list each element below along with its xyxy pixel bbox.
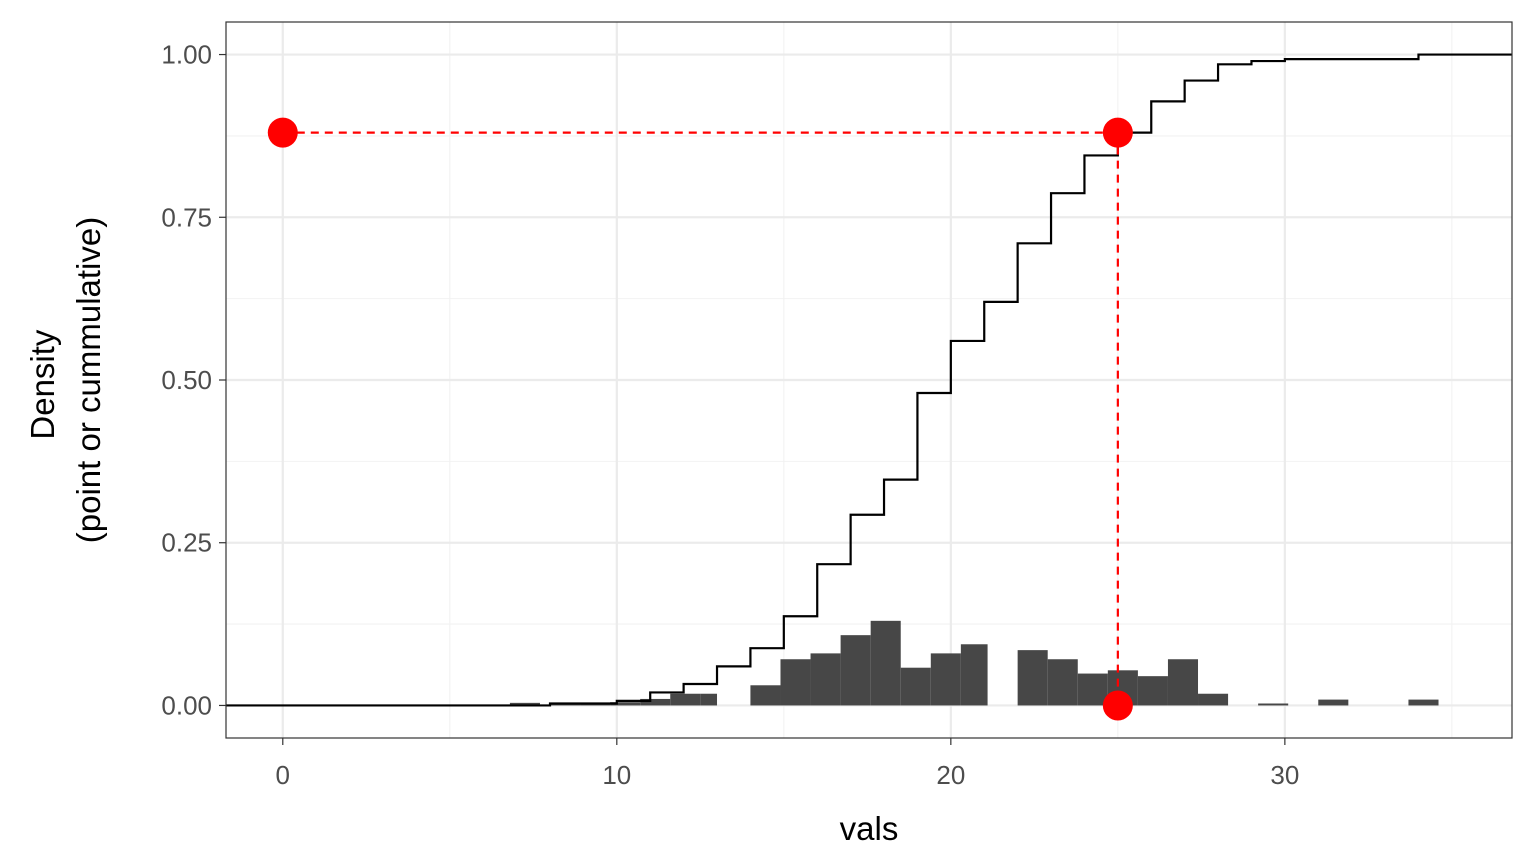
x-axis-ticks: 0 10 20 30 [276, 738, 1299, 790]
y-axis-title: Density (point or cummulative) [24, 217, 107, 543]
histogram-bar [1408, 699, 1439, 706]
histogram-bar [509, 702, 540, 706]
histogram-bar [930, 653, 961, 706]
y-tick-label: 0.75 [161, 202, 212, 232]
y-tick-label: 0.50 [161, 365, 212, 395]
histogram-bar [1077, 673, 1108, 706]
histogram-bar [870, 620, 901, 706]
histogram-bar [610, 702, 641, 706]
annotation-point [267, 117, 298, 148]
histogram-bar [750, 685, 781, 706]
histogram-bar [670, 693, 701, 706]
cumulative-step-layer [226, 53, 1512, 707]
histogram-bar [1318, 699, 1349, 706]
y-tick-label: 0.00 [161, 690, 212, 720]
annotation-lines [282, 131, 1119, 706]
y-axis-title-line-1: Density [24, 329, 61, 440]
y-tick-label: 1.00 [161, 40, 212, 70]
x-tick-label: 30 [1270, 760, 1299, 790]
cumulative-step-line [226, 53, 1512, 707]
histogram-bar [1017, 650, 1048, 706]
histogram-bar [1258, 703, 1289, 706]
annotation-point [1102, 690, 1133, 721]
histogram-bar [780, 659, 811, 706]
annotation-point [1102, 117, 1133, 148]
histogram-bar [840, 635, 871, 706]
histogram-bar [1047, 659, 1078, 706]
x-tick-label: 0 [276, 760, 290, 790]
histogram-bar [900, 667, 931, 706]
y-axis-title-line-2: (point or cummulative) [70, 217, 107, 543]
histogram-bar [640, 698, 671, 706]
x-tick-label: 20 [936, 760, 965, 790]
y-axis-ticks: 0.00 0.25 0.50 0.75 1.00 [161, 40, 226, 720]
x-tick-label: 10 [602, 760, 631, 790]
y-tick-label: 0.25 [161, 528, 212, 558]
histogram-bar [810, 653, 841, 706]
histogram-bar [1137, 676, 1168, 706]
annotation-points [267, 117, 1133, 721]
histogram-bars [509, 620, 1439, 706]
x-axis-title: vals [840, 810, 899, 847]
histogram-bar [700, 693, 718, 706]
histogram-bar [1198, 693, 1229, 706]
histogram-bar [960, 644, 988, 706]
histogram-bar [1167, 659, 1199, 706]
